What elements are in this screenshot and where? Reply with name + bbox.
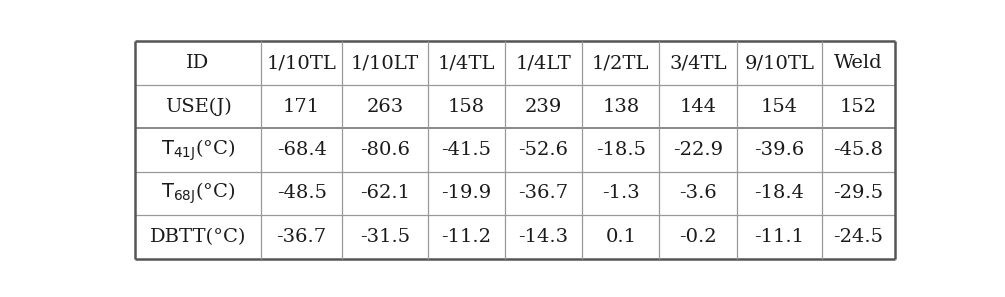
- Text: $\mathrm{T}_{68\mathrm{J}}$(°C): $\mathrm{T}_{68\mathrm{J}}$(°C): [161, 181, 235, 206]
- Text: -31.5: -31.5: [360, 228, 410, 246]
- Text: ID: ID: [186, 54, 210, 72]
- Text: -3.6: -3.6: [679, 184, 717, 203]
- Text: -41.5: -41.5: [441, 141, 491, 159]
- Text: 1/10LT: 1/10LT: [351, 54, 419, 72]
- Text: -45.8: -45.8: [833, 141, 883, 159]
- Text: 1/10TL: 1/10TL: [266, 54, 337, 72]
- Text: 0.1: 0.1: [605, 228, 636, 246]
- Text: -36.7: -36.7: [276, 228, 327, 246]
- Text: -1.3: -1.3: [602, 184, 639, 203]
- Text: USE(J): USE(J): [165, 97, 231, 116]
- Text: -11.2: -11.2: [441, 228, 491, 246]
- Text: 263: 263: [367, 97, 404, 116]
- Text: 154: 154: [761, 97, 798, 116]
- Text: 158: 158: [447, 97, 484, 116]
- Text: 1/2TL: 1/2TL: [592, 54, 649, 72]
- Text: -39.6: -39.6: [754, 141, 804, 159]
- Text: -14.3: -14.3: [519, 228, 569, 246]
- Text: -48.5: -48.5: [276, 184, 327, 203]
- Text: 1/4TL: 1/4TL: [437, 54, 495, 72]
- Text: 1/4LT: 1/4LT: [516, 54, 572, 72]
- Text: 138: 138: [602, 97, 639, 116]
- Text: -80.6: -80.6: [360, 141, 410, 159]
- Text: 3/4TL: 3/4TL: [669, 54, 727, 72]
- Text: -11.1: -11.1: [755, 228, 804, 246]
- Text: -0.2: -0.2: [679, 228, 717, 246]
- Text: 144: 144: [679, 97, 717, 116]
- Text: -62.1: -62.1: [360, 184, 410, 203]
- Text: $\mathrm{T}_{41\mathrm{J}}$(°C): $\mathrm{T}_{41\mathrm{J}}$(°C): [161, 137, 235, 163]
- Text: 171: 171: [283, 97, 321, 116]
- Text: -24.5: -24.5: [833, 228, 883, 246]
- Text: -68.4: -68.4: [276, 141, 327, 159]
- Text: -19.9: -19.9: [441, 184, 491, 203]
- Text: -22.9: -22.9: [673, 141, 723, 159]
- Text: -18.4: -18.4: [755, 184, 804, 203]
- Text: -18.5: -18.5: [596, 141, 646, 159]
- Text: 239: 239: [525, 97, 562, 116]
- Text: Weld: Weld: [834, 54, 882, 72]
- Text: -29.5: -29.5: [833, 184, 883, 203]
- Text: DBTT(°C): DBTT(°C): [150, 228, 246, 246]
- Text: 152: 152: [840, 97, 877, 116]
- Text: -36.7: -36.7: [519, 184, 569, 203]
- Text: 9/10TL: 9/10TL: [745, 54, 814, 72]
- Text: -52.6: -52.6: [519, 141, 569, 159]
